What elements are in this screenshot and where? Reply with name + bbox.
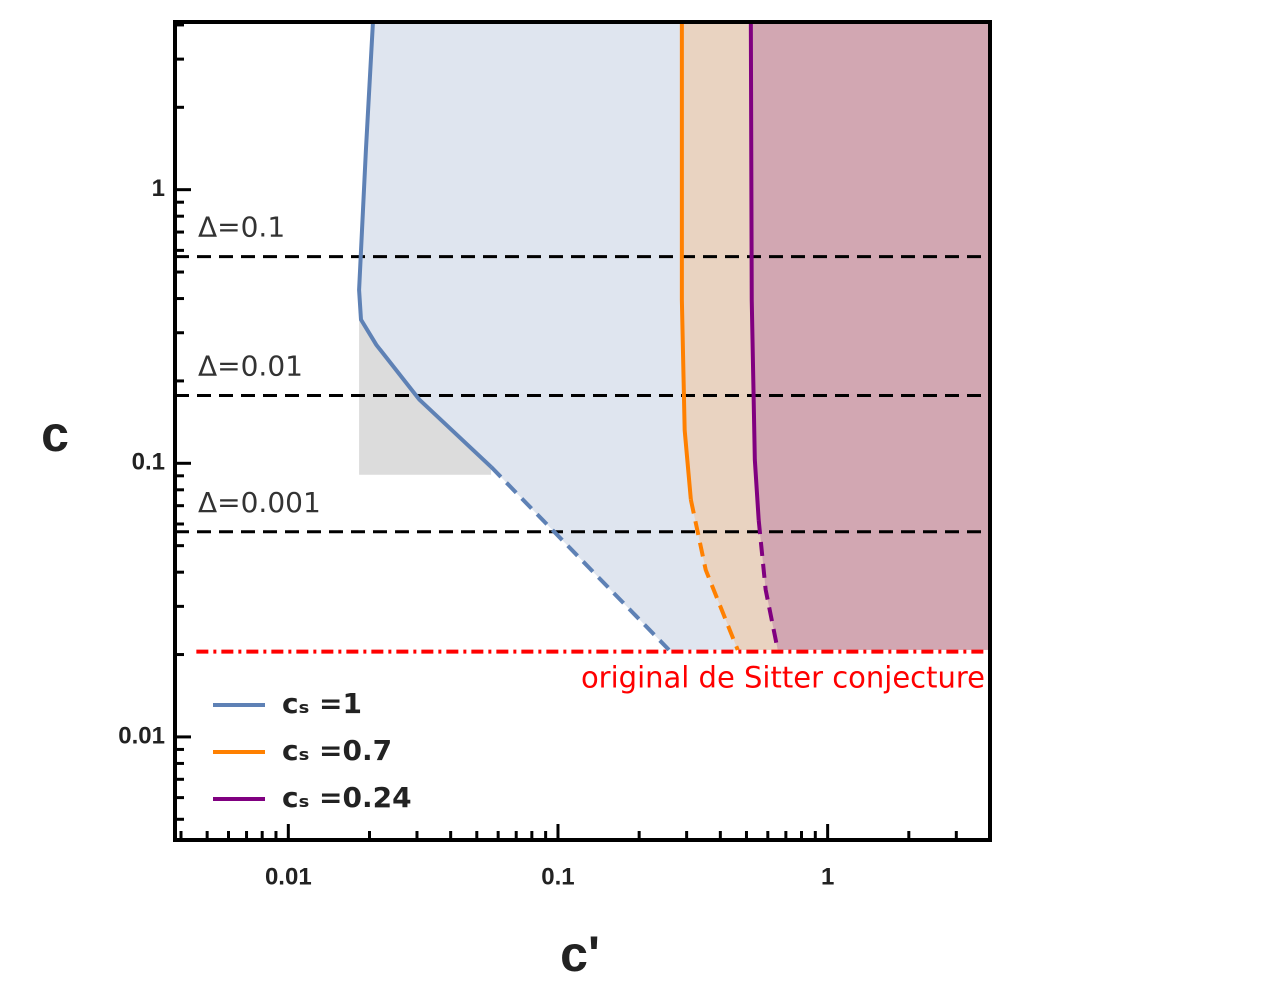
x-axis-label: c' — [560, 926, 600, 982]
curve — [756, 519, 780, 651]
x-tick-label: 0.01 — [265, 863, 312, 890]
y-axis-label: c — [41, 406, 69, 462]
reference-label: Δ=0.01 — [198, 349, 303, 382]
legend-label: cₛ =0.24 — [282, 781, 412, 814]
curve — [688, 499, 740, 651]
y-tick-label: 1 — [152, 175, 165, 202]
curve — [357, 21, 493, 469]
legend-label: cₛ =1 — [282, 687, 362, 720]
conjecture-label: original de Sitter conjecture — [581, 661, 985, 695]
region-fill — [750, 22, 990, 650]
x-tick-label: 1 — [821, 863, 834, 890]
y-tick-label: 0.1 — [132, 449, 165, 476]
frame — [173, 20, 992, 842]
x-tick-label: 0.1 — [541, 863, 574, 890]
reference-label: Δ=0.1 — [198, 211, 285, 244]
y-tick-label: 0.01 — [118, 722, 165, 749]
legend-label: cₛ =0.7 — [282, 734, 392, 767]
reference-label: Δ=0.001 — [198, 486, 321, 519]
curve — [679, 22, 693, 500]
curve — [748, 21, 761, 521]
